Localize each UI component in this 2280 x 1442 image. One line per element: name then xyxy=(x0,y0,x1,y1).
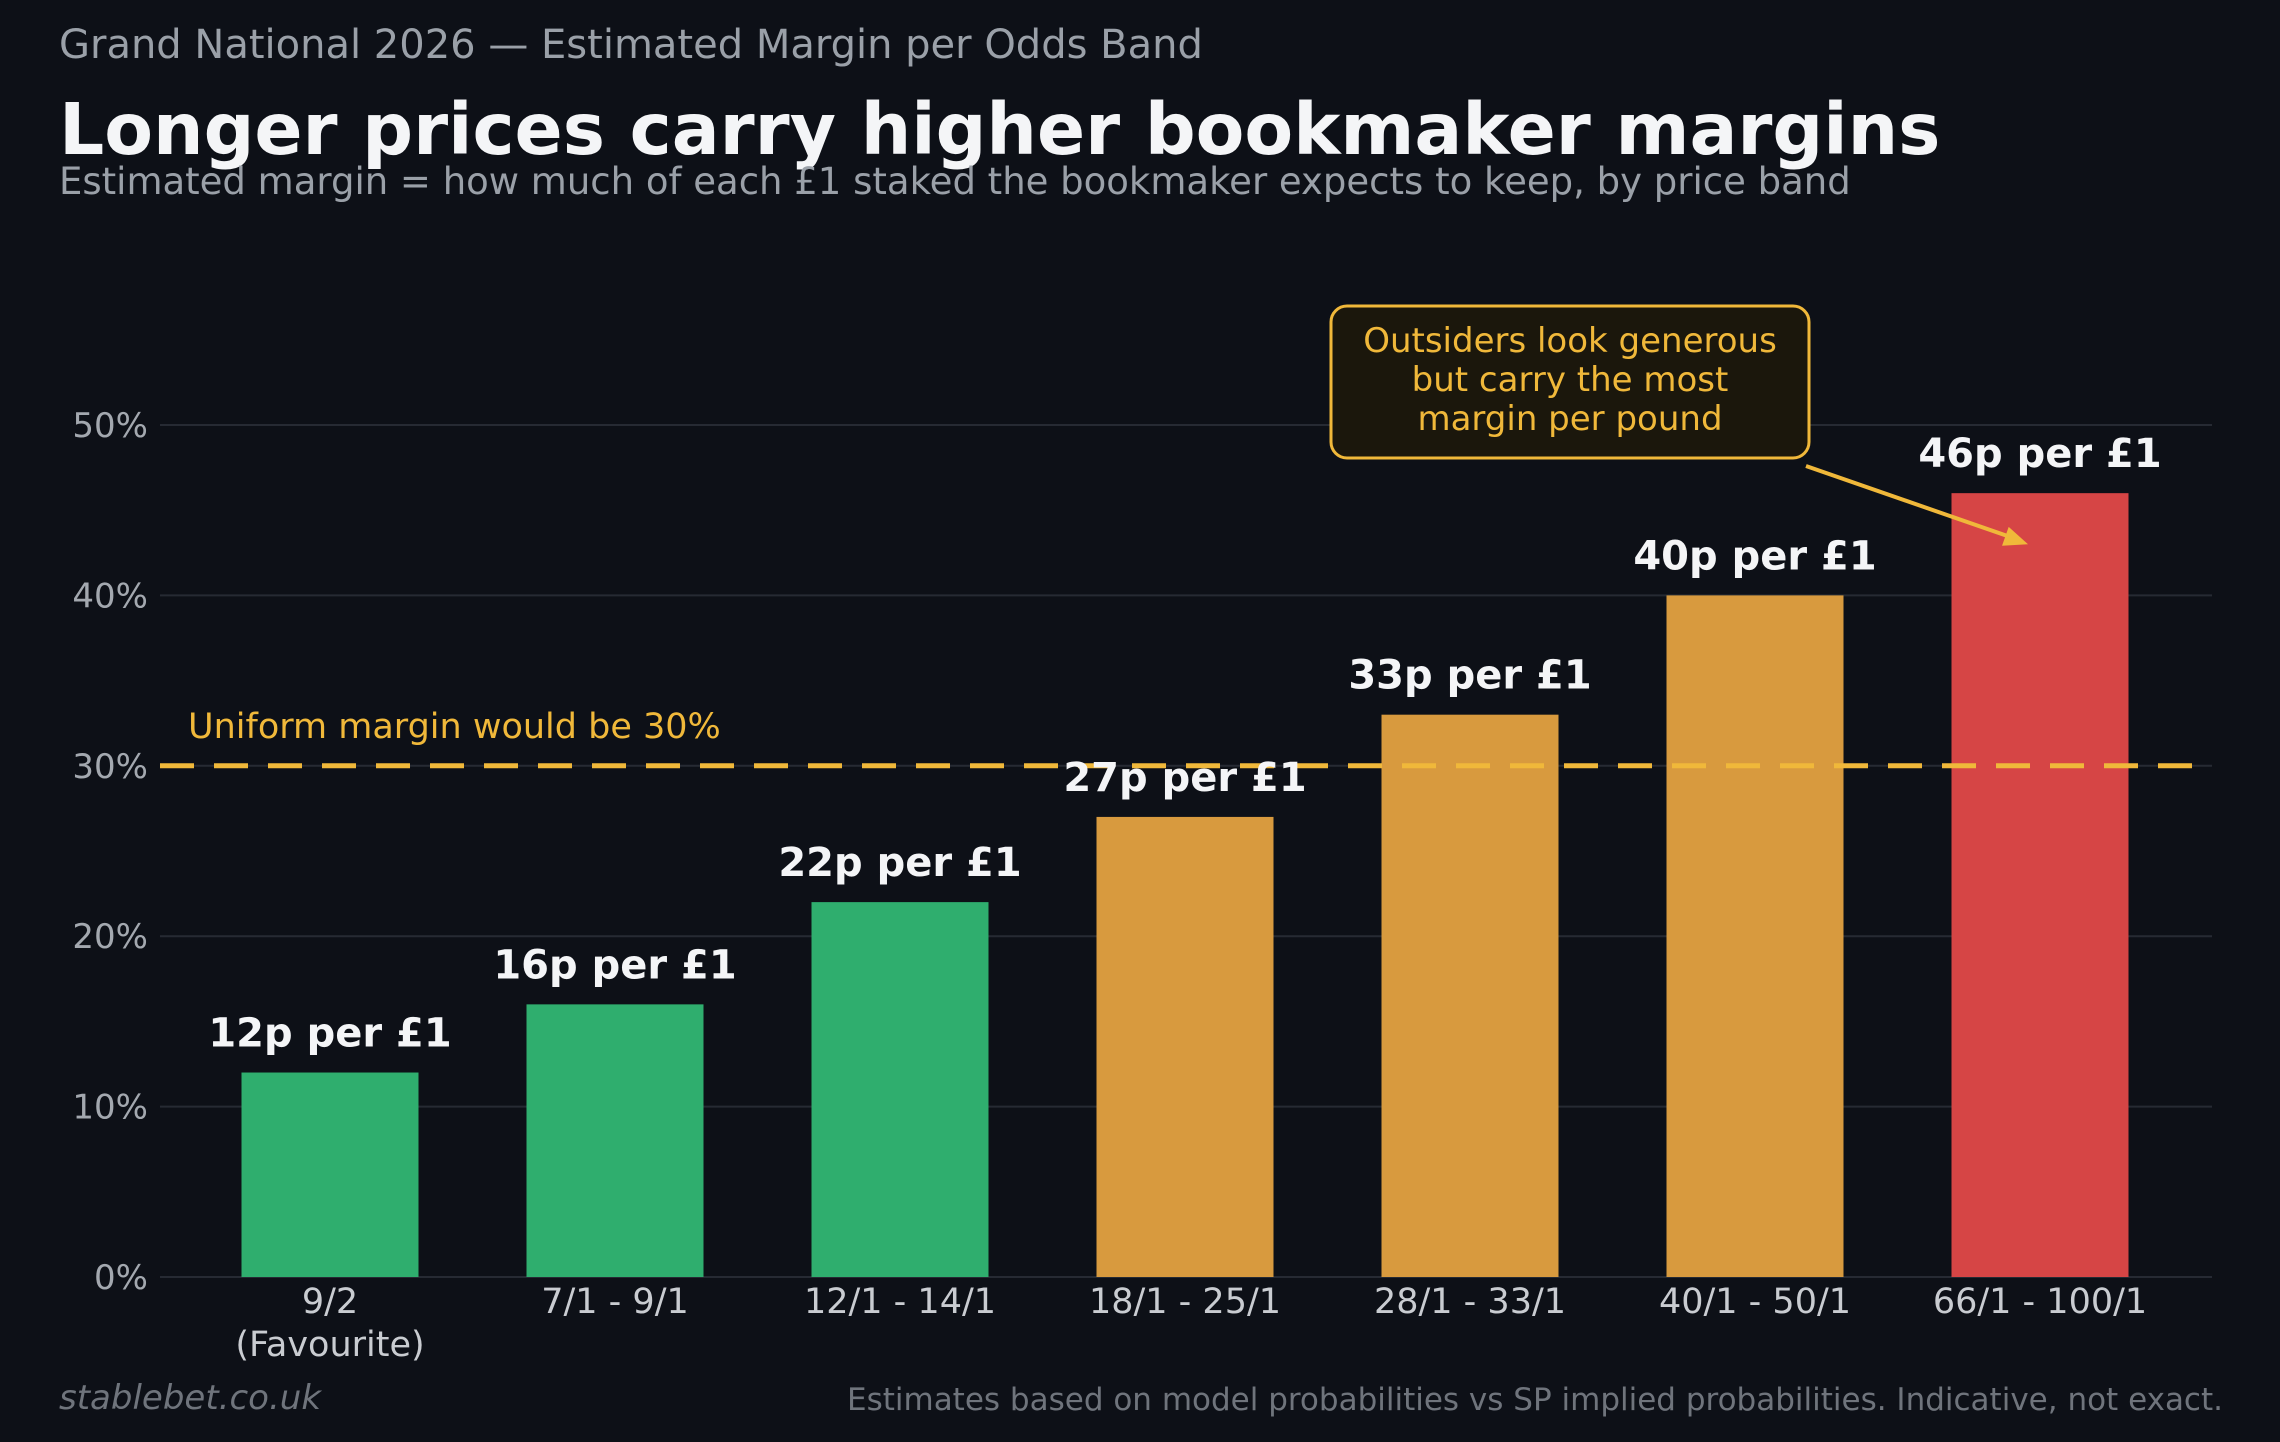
x-tick-label: 9/2 (Favourite) xyxy=(235,1282,424,1365)
chart-subtitle: Estimated margin = how much of each £1 s… xyxy=(59,160,1851,203)
x-tick-label: 12/1 - 14/1 xyxy=(804,1282,996,1322)
y-tick-label: 40% xyxy=(72,576,148,616)
x-tick-label: 40/1 - 50/1 xyxy=(1659,1282,1851,1322)
bar-value-label: 12p per £1 xyxy=(208,1011,451,1057)
bar-value-label: 22p per £1 xyxy=(778,840,1021,886)
chart-kicker: Grand National 2026 — Estimated Margin p… xyxy=(59,22,1203,68)
footer-brand: stablebet.co.uk xyxy=(59,1378,322,1418)
bar xyxy=(526,1004,704,1277)
x-tick-label: 7/1 - 9/1 xyxy=(541,1282,689,1322)
annotation-text: Outsiders look generous but carry the mos… xyxy=(1363,321,1777,439)
bar xyxy=(241,1072,419,1277)
x-tick-label: 28/1 - 33/1 xyxy=(1374,1282,1566,1322)
bar-value-label: 33p per £1 xyxy=(1348,653,1591,699)
x-tick-label: 18/1 - 25/1 xyxy=(1089,1282,1281,1322)
y-tick-label: 50% xyxy=(72,406,148,446)
bar-value-label: 16p per £1 xyxy=(493,942,736,988)
y-tick-label: 30% xyxy=(72,747,148,787)
bar xyxy=(1666,595,1844,1277)
bar-value-label: 27p per £1 xyxy=(1063,755,1306,801)
annotation-box xyxy=(1329,304,1811,460)
bar-value-label: 46p per £1 xyxy=(1918,431,2161,477)
y-tick-label: 20% xyxy=(72,917,148,957)
bar xyxy=(1381,714,1559,1277)
annotation-arrowhead xyxy=(2002,526,2028,546)
bar-value-label: 40p per £1 xyxy=(1633,533,1876,579)
bar xyxy=(811,902,989,1277)
y-tick-label: 0% xyxy=(94,1258,148,1298)
annotation-arrow xyxy=(1805,464,2015,541)
bar xyxy=(1096,816,1274,1277)
footer-note: Estimates based on model probabilities v… xyxy=(846,1382,2223,1418)
x-tick-label: 66/1 - 100/1 xyxy=(1933,1282,2147,1322)
reference-line-label: Uniform margin would be 30% xyxy=(188,707,721,747)
chart-title: Longer prices carry higher bookmaker mar… xyxy=(59,88,1941,171)
bar xyxy=(1951,493,2129,1277)
y-tick-label: 10% xyxy=(72,1088,148,1128)
